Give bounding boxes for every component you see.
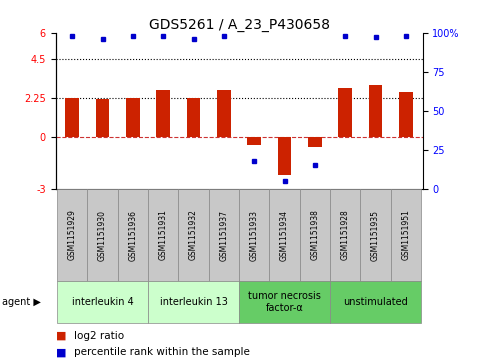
- Bar: [187, 98, 200, 137]
- Text: GSM1151929: GSM1151929: [68, 209, 77, 261]
- Text: GSM1151933: GSM1151933: [250, 209, 259, 261]
- Text: interleukin 4: interleukin 4: [71, 297, 133, 307]
- Bar: [126, 98, 140, 137]
- Title: GDS5261 / A_23_P430658: GDS5261 / A_23_P430658: [149, 18, 329, 32]
- Text: GSM1151951: GSM1151951: [401, 209, 411, 261]
- Bar: [96, 99, 109, 137]
- Bar: [339, 88, 352, 137]
- Text: agent ▶: agent ▶: [2, 297, 41, 307]
- Bar: [156, 90, 170, 137]
- Text: GSM1151928: GSM1151928: [341, 210, 350, 260]
- Text: GSM1151931: GSM1151931: [159, 209, 168, 261]
- Text: GSM1151938: GSM1151938: [311, 209, 319, 261]
- Bar: [308, 137, 322, 147]
- Text: GSM1151934: GSM1151934: [280, 209, 289, 261]
- Text: tumor necrosis
factor-α: tumor necrosis factor-α: [248, 291, 321, 313]
- Text: ■: ■: [56, 331, 66, 341]
- Bar: [399, 91, 413, 137]
- Bar: [369, 85, 383, 137]
- Text: GSM1151932: GSM1151932: [189, 209, 198, 261]
- Bar: [278, 137, 291, 175]
- Text: unstimulated: unstimulated: [343, 297, 408, 307]
- Text: percentile rank within the sample: percentile rank within the sample: [74, 347, 250, 357]
- Text: log2 ratio: log2 ratio: [74, 331, 124, 341]
- Text: GSM1151936: GSM1151936: [128, 209, 137, 261]
- Text: GSM1151937: GSM1151937: [219, 209, 228, 261]
- Text: GSM1151930: GSM1151930: [98, 209, 107, 261]
- Bar: [247, 137, 261, 146]
- Text: interleukin 13: interleukin 13: [160, 297, 227, 307]
- Text: GSM1151935: GSM1151935: [371, 209, 380, 261]
- Bar: [65, 98, 79, 137]
- Bar: [217, 90, 231, 137]
- Text: ■: ■: [56, 347, 66, 357]
